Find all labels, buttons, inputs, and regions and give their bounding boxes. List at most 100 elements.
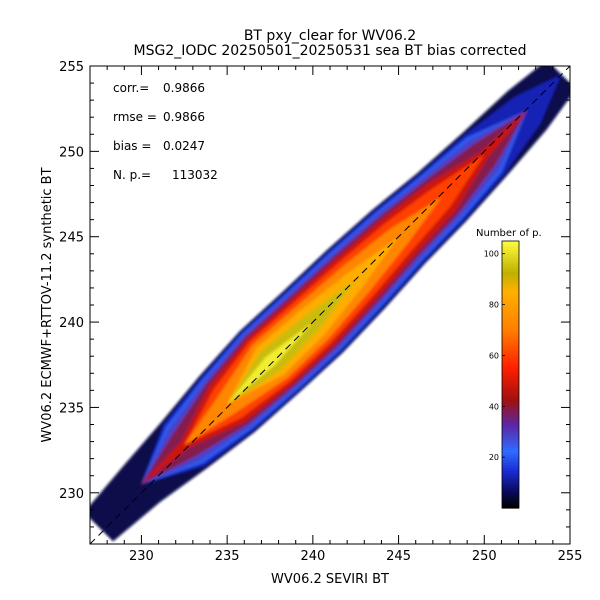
colorbar-swatch xyxy=(502,291,519,295)
colorbar-swatch xyxy=(502,505,519,509)
colorbar-frame xyxy=(501,240,520,509)
colorbar-swatch xyxy=(502,373,519,377)
colorbar-swatch xyxy=(502,309,519,313)
y-tick-label: 230 xyxy=(59,487,84,502)
colorbar-swatch xyxy=(502,251,519,255)
colorbar-swatch xyxy=(502,299,519,303)
y-tick-label: 255 xyxy=(59,60,84,75)
colorbar-swatch xyxy=(502,403,519,407)
colorbar-swatch xyxy=(502,296,519,301)
colorbar-swatch xyxy=(502,492,519,496)
colorbar-swatch xyxy=(502,286,519,290)
x-tick-label: 240 xyxy=(300,549,325,564)
stat-label: bias = xyxy=(113,139,151,153)
colorbar-swatch xyxy=(502,332,519,336)
colorbar-swatch xyxy=(502,500,519,504)
colorbar: Number of p. 20 40 60 80 100 xyxy=(471,226,553,512)
y-tick-label: 250 xyxy=(59,145,84,160)
colorbar-swatch xyxy=(502,294,519,298)
colorbar-swatch xyxy=(502,274,519,278)
colorbar-swatch xyxy=(502,459,519,463)
colorbar-swatch xyxy=(502,444,519,448)
colorbar-swatch xyxy=(502,426,519,430)
colorbar-swatch xyxy=(502,462,519,466)
colorbar-swatch xyxy=(502,322,519,326)
colorbar-swatch xyxy=(502,419,519,423)
colorbar-swatch xyxy=(502,421,519,425)
colorbar-swatch xyxy=(502,391,519,395)
colorbar-swatch xyxy=(502,375,519,379)
colorbar-swatch xyxy=(502,431,519,435)
colorbar-swatch xyxy=(502,449,519,453)
x-tick-label: 250 xyxy=(472,549,497,564)
colorbar-swatch xyxy=(502,266,519,270)
colorbar-swatch xyxy=(502,446,519,451)
colorbar-swatch xyxy=(502,413,519,418)
stat-label: rmse = xyxy=(113,110,157,124)
colorbar-swatch xyxy=(502,441,519,446)
chart-subtitle: MSG2_IODC 20250501_20250531 sea BT bias … xyxy=(133,43,526,59)
colorbar-swatch xyxy=(502,253,519,257)
y-tick-label: 235 xyxy=(59,401,84,416)
colorbar-swatch xyxy=(502,429,519,433)
colorbar-swatch xyxy=(502,263,519,268)
stat-label: N. p.= xyxy=(113,168,151,182)
colorbar-swatch xyxy=(502,482,519,486)
colorbar-swatch xyxy=(502,258,519,262)
colorbar-swatch xyxy=(502,289,519,293)
colorbar-swatch xyxy=(502,276,519,280)
colorbar-swatch xyxy=(502,345,519,349)
colorbar-swatch xyxy=(502,454,519,458)
colorbar-swatch xyxy=(502,416,519,420)
y-tick-label: 240 xyxy=(59,316,84,331)
colorbar-swatch xyxy=(502,467,519,471)
colorbar-swatch xyxy=(502,284,519,288)
colorbar-swatch xyxy=(502,317,519,321)
colorbar-tick-label: 40 xyxy=(489,402,499,411)
colorbar-swatch xyxy=(502,268,519,273)
colorbar-swatch xyxy=(502,281,519,285)
colorbar-swatch xyxy=(502,388,519,392)
colorbar-swatch xyxy=(502,464,519,468)
density-band-9 xyxy=(98,74,562,527)
colorbar-swatch xyxy=(502,360,519,364)
colorbar-swatch xyxy=(502,307,519,311)
colorbar-swatch xyxy=(502,243,519,247)
colorbar-swatch xyxy=(502,246,519,250)
colorbar-swatch xyxy=(502,319,519,323)
density-cloud xyxy=(90,66,570,542)
colorbar-swatch xyxy=(502,248,519,252)
y-axis-ticks: 230 235 240 245 250 255 xyxy=(59,60,570,545)
chart-title: BT pxy_clear for WV06.2 xyxy=(244,28,416,44)
one-to-one-reference-line xyxy=(90,66,570,544)
colorbar-swatch xyxy=(502,378,519,382)
x-tick-label: 255 xyxy=(558,549,583,564)
colorbar-swatch xyxy=(502,363,519,367)
x-tick-label: 235 xyxy=(215,549,240,564)
colorbar-swatch xyxy=(502,477,519,481)
colorbar-swatch xyxy=(502,472,519,476)
y-tick-label: 245 xyxy=(59,231,84,246)
colorbar-swatch xyxy=(502,324,519,329)
colorbar-swatch xyxy=(502,370,519,374)
colorbar-swatch xyxy=(502,424,519,428)
colorbar-swatch xyxy=(502,502,519,507)
colorbar-tick-label: 60 xyxy=(489,351,499,360)
colorbar-swatch xyxy=(502,350,519,354)
colorbar-swatch xyxy=(502,368,519,372)
colorbar-swatch xyxy=(502,357,519,362)
colorbar-swatch xyxy=(502,330,519,334)
colorbar-swatch xyxy=(502,347,519,351)
colorbar-tick-label: 80 xyxy=(489,301,499,310)
colorbar-swatch xyxy=(502,406,519,410)
colorbar-swatch xyxy=(502,469,519,473)
colorbar-swatch xyxy=(502,365,519,369)
colorbar-swatch xyxy=(502,401,519,405)
stat-value: 0.9866 xyxy=(163,110,205,124)
colorbar-tick-label: 20 xyxy=(489,453,499,462)
colorbar-swatch xyxy=(502,398,519,402)
colorbar-swatch xyxy=(502,487,519,491)
colorbar-swatch xyxy=(502,457,519,461)
colorbar-swatch xyxy=(502,434,519,438)
colorbar-tick-label: 100 xyxy=(484,250,499,259)
